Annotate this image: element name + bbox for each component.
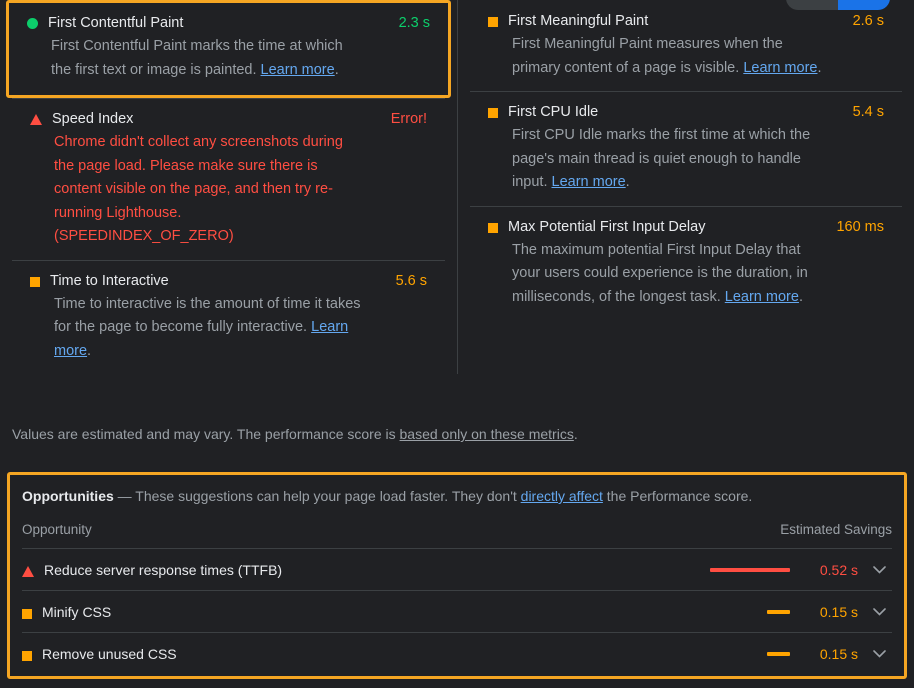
opportunities-heading: Opportunities — [22, 488, 114, 504]
metric-description-suffix: . — [798, 288, 803, 305]
metric-description-suffix: . — [87, 342, 92, 359]
device-toggle-segment-inactive[interactable] — [786, 0, 838, 10]
learn-more-link[interactable]: Learn more — [260, 61, 335, 78]
metric-card[interactable]: First Contentful Paint 2.3 s First Content… — [6, 0, 451, 98]
metric-title: First Meaningful Paint — [508, 13, 649, 29]
column-header-estimated-savings: Estimated Savings — [780, 522, 892, 537]
opportunity-label: Minify CSS — [42, 603, 112, 620]
opportunities-intro-after: the Performance score. — [602, 488, 753, 504]
opportunities-rows: Reduce server response times (TTFB) 0.52 … — [22, 548, 892, 674]
metric-description: First Meaningful Paint measures when the… — [512, 33, 822, 80]
metric-description-text: First Meaningful Paint measures when the… — [512, 36, 783, 76]
metric-title: First CPU Idle — [508, 104, 599, 120]
column-header-opportunity: Opportunity — [22, 522, 92, 537]
opportunity-label: Remove unused CSS — [42, 645, 177, 662]
metric-card[interactable]: First Meaningful Paint 2.6 s First Meaning… — [470, 0, 902, 91]
device-toggle[interactable] — [786, 0, 890, 10]
opportunity-label: Reduce server response times (TTFB) — [44, 561, 283, 578]
metrics-column-right: First Meaningful Paint 2.6 s First Meaning… — [457, 0, 914, 374]
metric-value: 5.6 s — [395, 272, 427, 289]
square-average-icon — [22, 609, 32, 619]
opportunity-savings: 0.15 s — [819, 645, 858, 662]
metric-description: Chrome didn't collect any screenshots du… — [54, 131, 354, 249]
chevron-down-icon[interactable] — [868, 607, 890, 616]
triangle-fail-icon — [30, 114, 42, 125]
metric-header: Speed Index Error! — [30, 110, 427, 129]
savings-bar-container — [698, 609, 790, 614]
opportunity-row[interactable]: Minify CSS 0.15 s — [22, 590, 892, 632]
metric-description: Time to interactive is the amount of tim… — [54, 293, 364, 364]
metric-value: 5.4 s — [852, 104, 884, 120]
based-on-metrics-link[interactable]: based only on these metrics — [399, 426, 574, 442]
opportunities-intro: Opportunities — These suggestions can he… — [22, 475, 892, 516]
square-average-icon — [488, 108, 498, 118]
square-average-icon — [488, 17, 498, 27]
savings-bar — [710, 567, 790, 572]
metric-header: First CPU Idle 5.4 s — [488, 103, 884, 122]
metric-title: Time to Interactive — [50, 272, 169, 289]
learn-more-link[interactable]: Learn more — [743, 59, 818, 76]
square-average-icon — [22, 651, 32, 661]
learn-more-link[interactable]: Learn more — [724, 288, 799, 305]
opportunities-intro-before: — These suggestions can help your page l… — [113, 488, 521, 504]
metric-description: The maximum potential First Input Delay … — [512, 239, 822, 310]
opportunity-row[interactable]: Remove unused CSS 0.15 s — [22, 632, 892, 674]
circle-pass-icon — [27, 18, 38, 29]
metric-card[interactable]: Max Potential First Input Delay 160 ms The… — [470, 205, 902, 321]
metric-description-text: First CPU Idle marks the first time at w… — [512, 127, 811, 190]
triangle-fail-icon — [22, 566, 34, 577]
disclaimer-text-before: Values are estimated and may vary. The p… — [12, 426, 400, 442]
metric-title: First Contentful Paint — [48, 15, 184, 31]
chevron-down-icon[interactable] — [868, 565, 890, 574]
device-toggle-segment-active[interactable] — [838, 0, 890, 10]
metric-value: Error! — [390, 111, 427, 127]
metric-description: First CPU Idle marks the first time at w… — [512, 124, 822, 195]
opportunities-panel: Opportunities — These suggestions can he… — [7, 472, 907, 679]
metric-value: 2.6 s — [852, 13, 884, 29]
metrics-column-left: First Contentful Paint 2.3 s First Content… — [0, 0, 457, 374]
opportunity-savings: 0.52 s — [819, 561, 858, 578]
metrics-disclaimer: Values are estimated and may vary. The p… — [12, 424, 578, 444]
metric-description-text: First Contentful Paint marks the time at… — [51, 38, 343, 78]
learn-more-link[interactable]: Learn more — [54, 319, 349, 359]
learn-more-link[interactable]: Learn more — [551, 174, 626, 190]
metric-header: First Contentful Paint 2.3 s — [27, 14, 430, 33]
metric-card[interactable]: Speed Index Error! Chrome didn't collect a… — [12, 98, 445, 260]
savings-bar-container — [698, 567, 790, 572]
opportunity-row[interactable]: Reduce server response times (TTFB) 0.52 … — [22, 548, 892, 590]
metric-description-suffix: . — [817, 59, 822, 76]
metric-card[interactable]: First CPU Idle 5.4 s First CPU Idle marks … — [470, 91, 902, 206]
metric-value: 160 ms — [836, 218, 884, 235]
metric-header: First Meaningful Paint 2.6 s — [488, 12, 884, 31]
metric-title: Max Potential First Input Delay — [508, 218, 706, 235]
chevron-down-icon[interactable] — [868, 649, 890, 658]
directly-affect-link[interactable]: directly affect — [520, 488, 603, 504]
metric-description-text: Time to interactive is the amount of tim… — [54, 295, 361, 336]
metric-header: Max Potential First Input Delay 160 ms — [488, 218, 884, 237]
savings-bar — [767, 651, 790, 656]
metric-description: First Contentful Paint marks the time at… — [51, 35, 361, 82]
square-average-icon — [488, 222, 498, 233]
savings-bar-container — [698, 651, 790, 656]
metric-description-text: Chrome didn't collect any screenshots du… — [54, 134, 343, 244]
disclaimer-text-after: . — [573, 426, 578, 442]
savings-bar — [767, 609, 790, 614]
square-average-icon — [30, 276, 40, 287]
opportunities-column-headers: Opportunity Estimated Savings — [22, 516, 892, 548]
metric-header: Time to Interactive 5.6 s — [30, 272, 427, 291]
opportunity-savings: 0.15 s — [819, 603, 858, 620]
metric-card[interactable]: Time to Interactive 5.6 s Time to interact… — [12, 259, 445, 375]
metrics-grid: First Contentful Paint 2.3 s First Content… — [0, 0, 914, 374]
metric-description-suffix: . — [625, 174, 630, 190]
metric-title: Speed Index — [52, 111, 134, 127]
metric-value: 2.3 s — [398, 15, 430, 31]
metric-description-text: The maximum potential First Input Delay … — [512, 241, 808, 305]
metric-description-suffix: . — [334, 61, 339, 78]
top-toggle-clip — [0, 0, 914, 11]
